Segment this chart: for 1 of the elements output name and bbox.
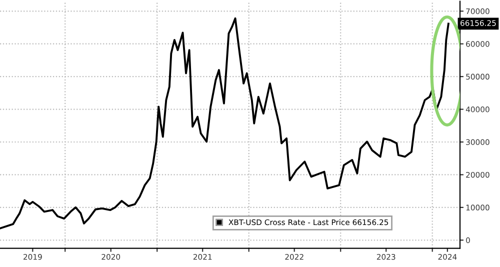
line-series — [0, 17, 450, 230]
